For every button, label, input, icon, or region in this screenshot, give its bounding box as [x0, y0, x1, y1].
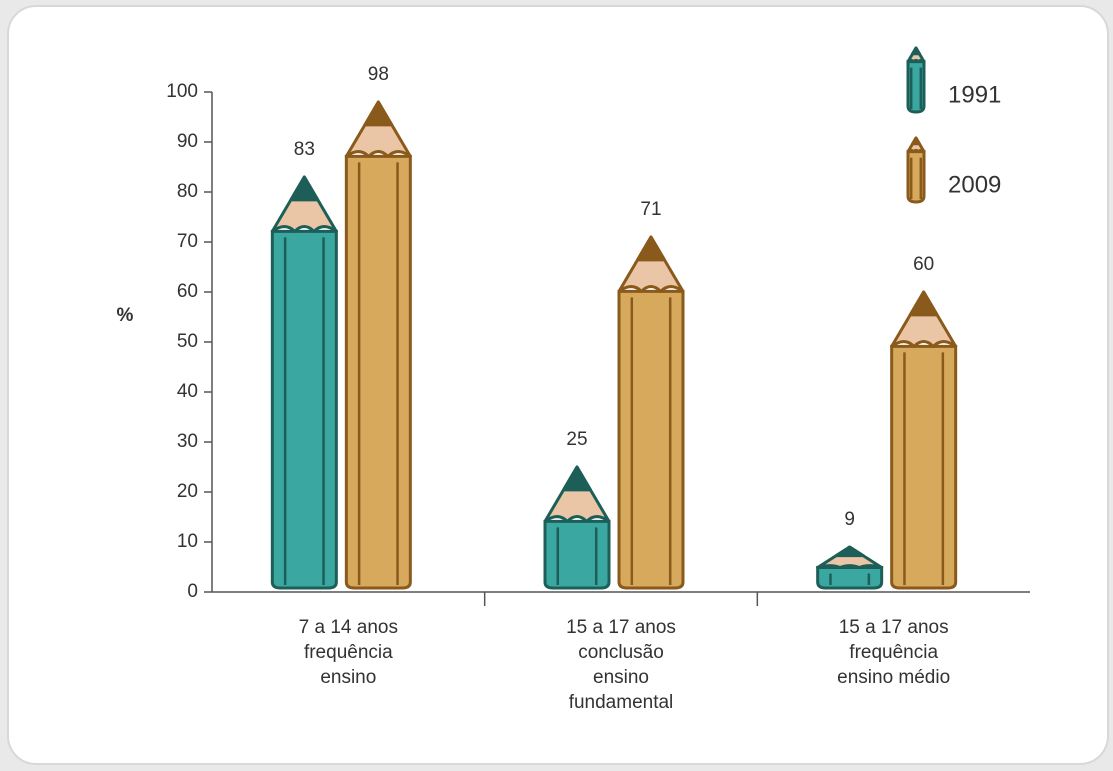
legend-label: 2009 — [948, 171, 1001, 198]
y-tick-label: 80 — [177, 181, 198, 202]
pencil — [543, 465, 611, 590]
y-tick-label: 90 — [177, 131, 198, 152]
pencil — [617, 235, 685, 590]
y-label: % — [117, 305, 134, 326]
data-label: 60 — [913, 254, 934, 275]
x-tick-label: 7 a 14 anos — [299, 617, 398, 638]
pencil — [906, 46, 926, 114]
pencil — [344, 100, 412, 590]
data-label: 9 — [844, 509, 855, 530]
data-label: 83 — [294, 139, 315, 160]
y-tick-label: 50 — [177, 331, 198, 352]
x-tick-label: ensino médio — [837, 667, 950, 688]
pencil-wood — [617, 235, 685, 293]
pencil — [906, 136, 926, 204]
pencil-lead — [911, 136, 921, 146]
pencil-lead — [363, 100, 394, 127]
y-tick-label: 0 — [187, 581, 198, 602]
pencil-lead — [908, 290, 939, 317]
pencil-wood — [816, 545, 884, 569]
pencil-body — [543, 519, 611, 590]
data-label: 71 — [640, 199, 661, 220]
x-tick-label: fundamental — [569, 692, 674, 713]
y-tick-label: 40 — [177, 381, 198, 402]
pencil-wood — [270, 175, 338, 233]
y-tick-label: 30 — [177, 431, 198, 452]
y-tick-label: 20 — [177, 481, 198, 502]
pencil-body — [344, 154, 412, 590]
pencil-body — [270, 229, 338, 590]
y-tick-label: 10 — [177, 531, 198, 552]
pencil — [890, 290, 958, 590]
x-tick-label: 15 a 17 anos — [839, 617, 949, 638]
pencil-wood — [344, 100, 412, 158]
y-tick-label: 60 — [177, 281, 198, 302]
x-tick-label: ensino — [320, 667, 376, 688]
pencil — [816, 545, 884, 590]
pencil-wood — [543, 465, 611, 523]
pencil-lead — [289, 175, 320, 202]
pencil-body — [890, 344, 958, 590]
legend-label: 1991 — [948, 81, 1001, 108]
y-tick-label: 100 — [166, 81, 198, 102]
pencil-wood — [890, 290, 958, 348]
y-tick-label: 70 — [177, 231, 198, 252]
x-tick-label: frequência — [304, 642, 393, 663]
pencil-lead — [636, 235, 666, 262]
pencil-lead — [911, 46, 921, 56]
data-label: 25 — [566, 429, 587, 450]
data-label: 98 — [368, 64, 389, 85]
x-tick-label: conclusão — [578, 642, 664, 663]
pencil-body — [816, 566, 884, 590]
pencil-body — [617, 289, 685, 590]
pencil-lead — [562, 465, 592, 492]
x-tick-label: 15 a 17 anos — [566, 617, 676, 638]
pencil — [270, 175, 338, 590]
x-tick-label: ensino — [593, 667, 649, 688]
x-tick-label: frequência — [849, 642, 938, 663]
pencil-lead — [834, 545, 865, 558]
